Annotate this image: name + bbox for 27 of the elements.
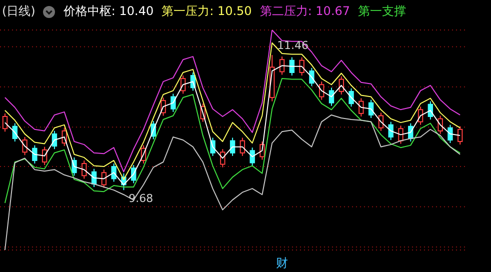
text: 10.67 (316, 4, 350, 18)
candlestick (358, 98, 364, 117)
candlestick (101, 169, 107, 188)
candlestick (438, 115, 443, 134)
annotation: 9.68 (128, 192, 154, 206)
candlestick (111, 163, 116, 182)
text: 第一压力: (162, 4, 214, 18)
candlestick (448, 124, 453, 144)
text: 第一支撑 (358, 3, 406, 20)
text: 10.50 (217, 4, 252, 18)
text: 10.40 (119, 4, 154, 18)
candlestick (289, 56, 295, 76)
text: 价格中枢: (63, 4, 116, 18)
series-label: 第二压力: (260, 4, 312, 18)
candlestick (220, 148, 226, 168)
candlestick (458, 126, 463, 146)
candlestick (32, 144, 38, 164)
candlestick (348, 88, 354, 108)
chart-title: (日线) (2, 3, 36, 20)
candlestick (328, 87, 334, 106)
text: 财 (276, 255, 288, 272)
candlestick (22, 136, 28, 156)
candlestick (250, 147, 255, 166)
candlestick (170, 93, 176, 112)
candlestick (398, 125, 404, 144)
candlestick (299, 56, 304, 76)
candlestick (309, 67, 314, 87)
